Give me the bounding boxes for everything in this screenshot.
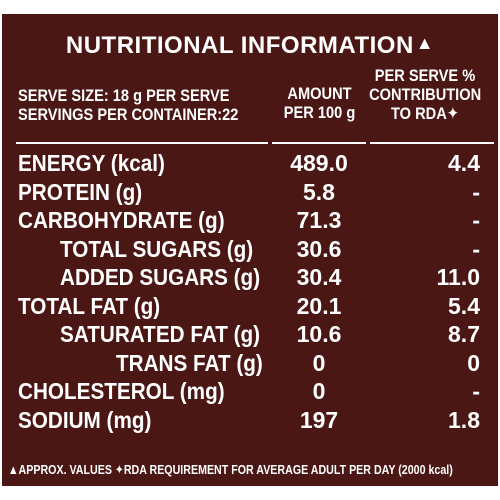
title-text: NUTRITIONAL INFORMATION [65, 32, 414, 59]
table-row: TOTAL SUGARS (g) 30.6 - [2, 234, 498, 263]
nutrient-label: CHOLESTEROL (mg) [18, 378, 225, 404]
rda-column-header: PER SERVE % CONTRIBUTION TO RDA✦ [369, 66, 481, 123]
nutrition-panel: NUTRITIONAL INFORMATION ▲ SERVE SIZE: 18 … [2, 14, 498, 486]
table-row: TOTAL FAT (g) 20.1 5.4 [2, 291, 498, 320]
amount-value: 0 [312, 349, 326, 376]
amount-value: 197 [299, 406, 339, 433]
amount-value: 30.4 [296, 264, 342, 290]
amount-value: 71.3 [296, 207, 342, 233]
nutrient-label: PROTEIN (g) [18, 178, 143, 205]
approx-triangle-icon: ▲ [415, 33, 435, 53]
nutrient-label: ADDED SUGARS (g) [60, 264, 261, 290]
amount-value: 10.6 [296, 321, 342, 347]
nutrient-label: CARBOHYDRATE (g) [18, 207, 225, 233]
serve-size-header: SERVE SIZE: 18 g PER SERVE SERVINGS PER … [18, 86, 238, 124]
rda-header-line3: TO RDA✦ [390, 104, 460, 123]
rda-value: 11.0 [436, 264, 481, 290]
rda-value: - [472, 378, 480, 404]
amount-column-header: AMOUNT PER 100 g [279, 84, 361, 122]
table-row: CHOLESTEROL (mg) 0 - [2, 376, 498, 405]
header-divider [16, 142, 268, 144]
rda-value: 0 [467, 349, 480, 376]
amount-value: 20.1 [296, 292, 342, 319]
rda-value: 4.4 [448, 150, 480, 176]
nutrient-table: ENERGY (kcal) 489.0 4.4 PROTEIN (g) 5.8 … [2, 148, 498, 433]
serve-size-text: SERVE SIZE: 18 g PER SERVE [18, 86, 230, 105]
table-row: ENERGY (kcal) 489.0 4.4 [2, 148, 498, 177]
servings-text: SERVINGS PER CONTAINER:22 [18, 105, 239, 124]
header-divider [370, 142, 494, 144]
panel-title: NUTRITIONAL INFORMATION ▲ [2, 32, 498, 60]
nutrient-label: TOTAL SUGARS (g) [60, 235, 254, 262]
table-row: ADDED SUGARS (g) 30.4 11.0 [2, 262, 498, 291]
amount-header-line2: PER 100 g [283, 103, 356, 122]
amount-value: 489.0 [290, 150, 348, 176]
nutrient-label: ENERGY (kcal) [18, 150, 165, 176]
nutrient-label: SATURATED FAT (g) [60, 321, 261, 347]
table-row: PROTEIN (g) 5.8 - [2, 177, 498, 206]
table-row: CARBOHYDRATE (g) 71.3 - [2, 205, 498, 234]
header-divider [272, 142, 366, 144]
rda-value: 1.8 [448, 406, 480, 433]
rda-value: 8.7 [448, 321, 480, 347]
rda-value: - [472, 207, 480, 233]
rda-value: - [472, 235, 480, 262]
amount-header-line1: AMOUNT [287, 84, 352, 103]
nutrient-label: TOTAL FAT (g) [18, 292, 161, 319]
table-row: SATURATED FAT (g) 10.6 8.7 [2, 319, 498, 348]
nutrient-label: SODIUM (mg) [18, 406, 152, 433]
amount-value: 0 [312, 378, 326, 404]
nutrient-label: TRANS FAT (g) [116, 349, 263, 376]
amount-value: 30.6 [296, 235, 342, 262]
rda-header-line1: PER SERVE % [374, 66, 476, 85]
amount-value: 5.8 [303, 178, 335, 205]
rda-header-line2: CONTRIBUTION [369, 85, 482, 104]
rda-value: 5.4 [448, 292, 480, 319]
table-row: SODIUM (mg) 197 1.8 [2, 405, 498, 434]
table-row: TRANS FAT (g) 0 0 [2, 348, 498, 377]
rda-value: - [472, 178, 480, 205]
footnote: ▲APPROX. VALUES ✦RDA REQUIREMENT FOR AVE… [8, 462, 453, 477]
